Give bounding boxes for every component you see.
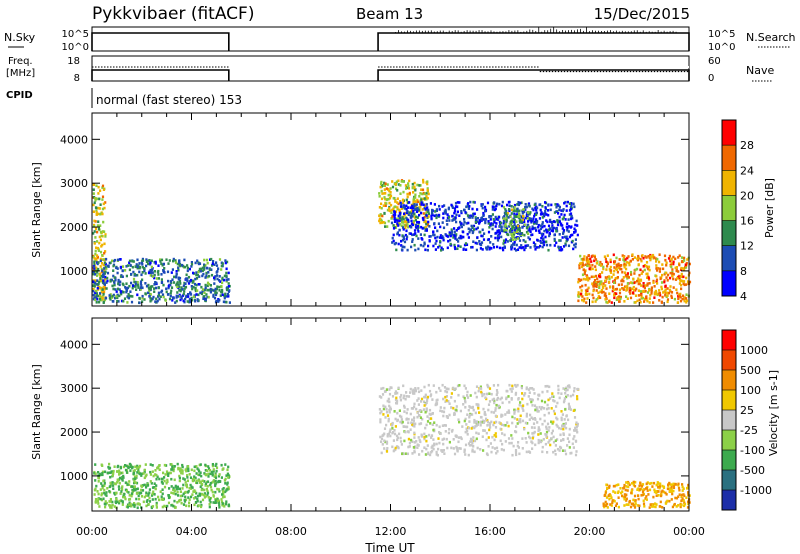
velocity-colorbar-swatch-6 [722,370,736,390]
power-ytick-label-2: 2000 [60,221,88,234]
power-colorbar-swatch-6 [722,120,736,146]
cpid-label: CPID [6,90,33,101]
nave-tick-bottom: 0 [708,73,714,84]
power-colorbar-tick-1: 24 [740,164,754,177]
power-colorbar-swatch-0 [722,270,736,296]
nsky-interval-0 [91,32,230,51]
velocity-colorbar-swatch-3 [722,430,736,450]
velocity-ytick-label-2: 2000 [60,426,88,439]
date-label: 15/Dec/2015 [594,5,690,23]
x-tick-label-1: 04:00 [176,525,208,538]
x-tick-label-6: 00:00 [673,525,705,538]
power-colorbar-tick-2: 20 [740,189,754,202]
velocity-colorbar-tick-0: 1000 [740,344,768,357]
power-region-4 [502,205,530,242]
power-panel: 4000 3000 2000 1000 [60,112,692,307]
nsearch-label: N.Search [746,31,796,44]
freq-tick-top: 18 [67,56,80,67]
velocity-colorbar-swatch-2 [722,450,736,470]
power-ytick-label-1: 3000 [60,177,88,190]
power-colorbar-label: Power [dB] [763,178,776,238]
velocity-region-1 [378,383,580,457]
beam-label: Beam 13 [356,5,423,23]
nsky-tick-top: 10^5 [62,29,89,40]
nave-tick-top: 60 [708,56,721,67]
velocity-colorbar-swatch-8 [722,330,736,350]
velocity-ytick-label-1: 3000 [60,382,88,395]
plot-title: Pykkvibaer (fitACF) [92,4,254,24]
power-colorbar-tick-3: 16 [740,215,754,228]
power-colorbar-tick-0: 28 [740,139,754,152]
velocity-panel-frame [91,317,690,512]
velocity-ylabel: Slant Range [km] [30,364,43,460]
velocity-ytick-label-0: 4000 [60,338,88,351]
x-axis-label: Time UT [364,541,415,554]
nave-label: Nave [746,64,774,77]
velocity-colorbar-tick-3: 25 [740,404,754,417]
power-region-5 [577,253,692,304]
x-tick-label-2: 08:00 [275,525,307,538]
freq-interval-0 [91,69,230,81]
velocity-colorbar-tick-7: -1000 [740,484,772,497]
velocity-colorbar-label: Velocity [m s-1] [767,370,780,456]
nsky-trace [91,27,690,51]
nsky-tick-bottom: 10^0 [62,42,89,53]
nsky-label: N.Sky [4,31,36,44]
power-region-1 [92,257,231,305]
power-colorbar-swatch-1 [722,245,736,271]
power-colorbar-tick-4: 12 [740,240,754,253]
x-tick-label-5: 20:00 [574,525,606,538]
power-colorbar: 28 24 20 16 12 8 4 [721,119,754,303]
velocity-colorbar-swatch-0 [722,490,736,510]
velocity-ytick-label-3: 1000 [60,470,88,483]
x-tick-label-3: 12:00 [375,525,407,538]
power-colorbar-swatch-4 [722,170,736,196]
nsky-interval-1 [377,32,690,51]
nsky-panel [91,26,690,52]
velocity-colorbar-swatch-5 [722,390,736,410]
velocity-colorbar-swatch-7 [722,350,736,370]
power-ytick-label-0: 4000 [60,133,88,146]
velocity-colorbar-tick-6: -500 [740,464,765,477]
power-colorbar-tick-5: 8 [740,265,747,278]
velocity-colorbar-tick-2: 100 [740,384,761,397]
power-colorbar-swatch-3 [722,195,736,221]
freq-trace [91,66,690,81]
velocity-region-2 [602,480,691,509]
x-axis: 00:00 04:00 08:00 12:00 16:00 20:00 00:00 [76,525,705,538]
freq-interval-1 [377,69,690,81]
x-tick-label-0: 00:00 [76,525,108,538]
power-colorbar-tick-6: 4 [740,290,747,303]
cpid-text: normal (fast stereo) 153 [96,93,242,107]
velocity-colorbar-swatch-1 [722,470,736,490]
freq-label-1: Freq. [8,56,33,67]
nsky-spikes [395,27,677,33]
power-colorbar-swatch-2 [722,220,736,246]
power-ylabel: Slant Range [km] [30,162,43,258]
velocity-colorbar-swatch-4 [722,410,736,430]
velocity-region-0 [93,462,231,510]
power-ytick-label-3: 1000 [60,265,88,278]
velocity-colorbar-tick-4: -25 [740,424,758,437]
velocity-colorbar-frame [721,329,737,511]
freq-label-2: [MHz] [6,68,35,79]
velocity-colorbar-tick-1: 500 [740,364,761,377]
freq-tick-bottom: 8 [74,73,80,84]
velocity-colorbar-tick-5: -100 [740,444,765,457]
velocity-panel: 4000 3000 2000 1000 [60,317,691,512]
power-colorbar-swatch-5 [722,145,736,171]
nsearch-tick-top: 10^5 [708,29,735,40]
velocity-colorbar: 1000 500 100 25 -25 -100 -500 -1000 [721,329,772,511]
x-tick-label-4: 16:00 [474,525,506,538]
nsearch-tick-bottom: 10^0 [708,42,735,53]
freq-panel [91,55,690,82]
